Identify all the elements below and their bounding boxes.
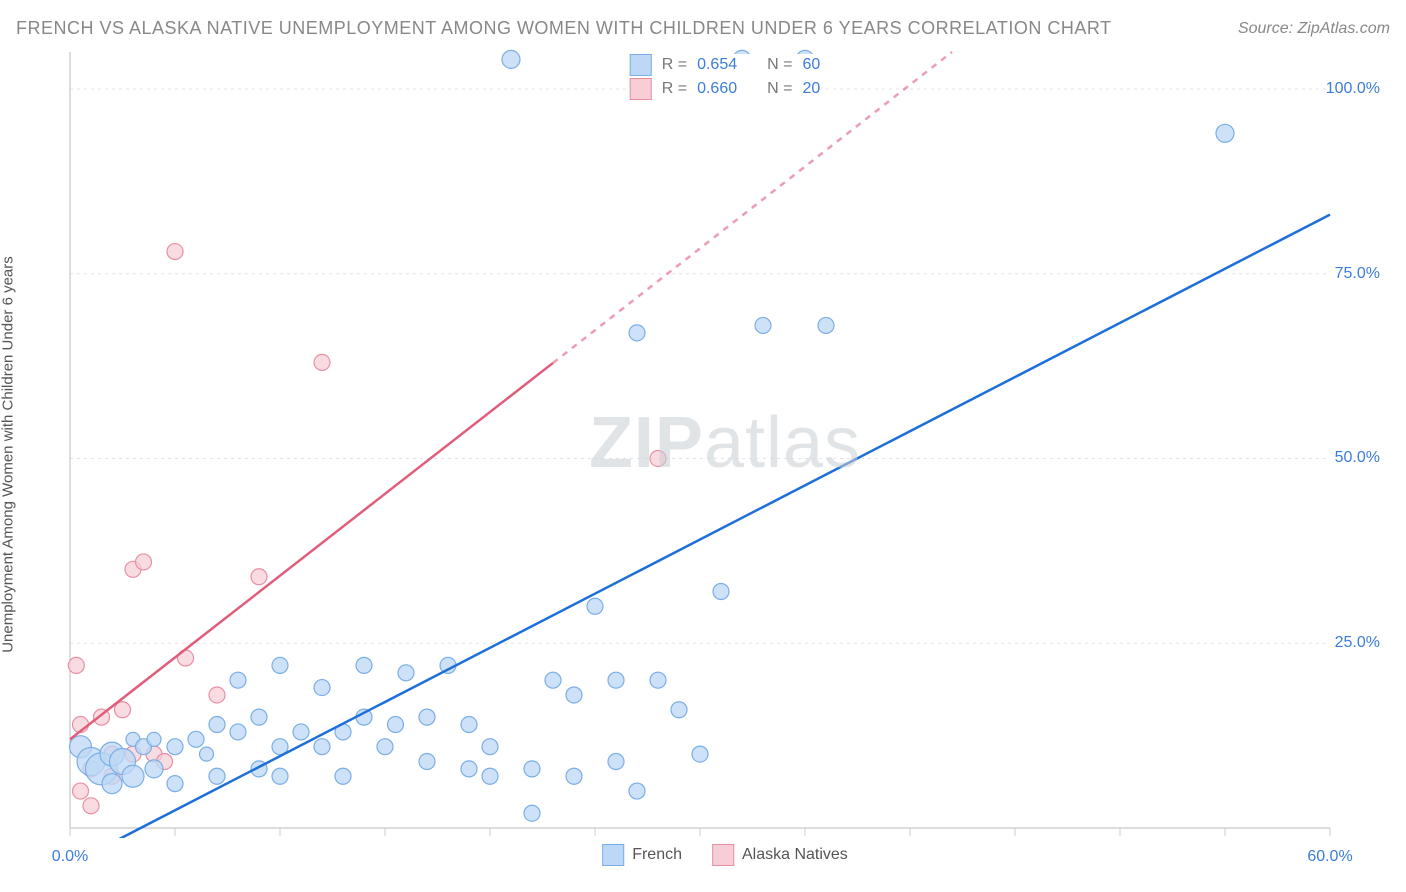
r-label: R = <box>662 80 687 98</box>
legend-item: French <box>602 844 682 866</box>
stats-legend-row: R = 0.660 N = 20 <box>630 78 821 100</box>
chart-header: FRENCH VS ALASKA NATIVE UNEMPLOYMENT AMO… <box>16 18 1390 39</box>
n-value: 20 <box>802 80 820 98</box>
legend-item: Alaska Natives <box>712 844 848 866</box>
y-tick-label: 75.0% <box>1335 265 1380 283</box>
legend-label: Alaska Natives <box>742 846 848 864</box>
stats-legend: R = 0.654 N = 60 R = 0.660 N = 20 <box>630 54 821 100</box>
legend-swatch-icon <box>630 78 652 100</box>
legend-swatch-icon <box>630 54 652 76</box>
n-value: 60 <box>802 56 820 74</box>
n-label: N = <box>767 56 792 74</box>
y-tick-label: 25.0% <box>1335 634 1380 652</box>
legend-label: French <box>632 846 682 864</box>
stats-legend-row: R = 0.654 N = 60 <box>630 54 821 76</box>
scatter-plot <box>60 48 1390 838</box>
r-label: R = <box>662 56 687 74</box>
legend-swatch-icon <box>602 844 624 866</box>
x-tick-label: 0.0% <box>52 848 88 866</box>
n-label: N = <box>767 80 792 98</box>
y-tick-label: 50.0% <box>1335 449 1380 467</box>
series-legend: French Alaska Natives <box>602 844 848 866</box>
legend-swatch-icon <box>712 844 734 866</box>
y-tick-label: 100.0% <box>1326 80 1380 98</box>
chart-area: ZIPatlas R = 0.654 N = 60 R = 0.660 N = … <box>60 48 1390 838</box>
chart-title: FRENCH VS ALASKA NATIVE UNEMPLOYMENT AMO… <box>16 18 1112 39</box>
chart-source: Source: ZipAtlas.com <box>1238 20 1390 38</box>
r-value: 0.654 <box>697 56 737 74</box>
x-tick-label: 60.0% <box>1307 848 1352 866</box>
r-value: 0.660 <box>697 80 737 98</box>
y-axis-label: Unemployment Among Women with Children U… <box>0 105 17 805</box>
